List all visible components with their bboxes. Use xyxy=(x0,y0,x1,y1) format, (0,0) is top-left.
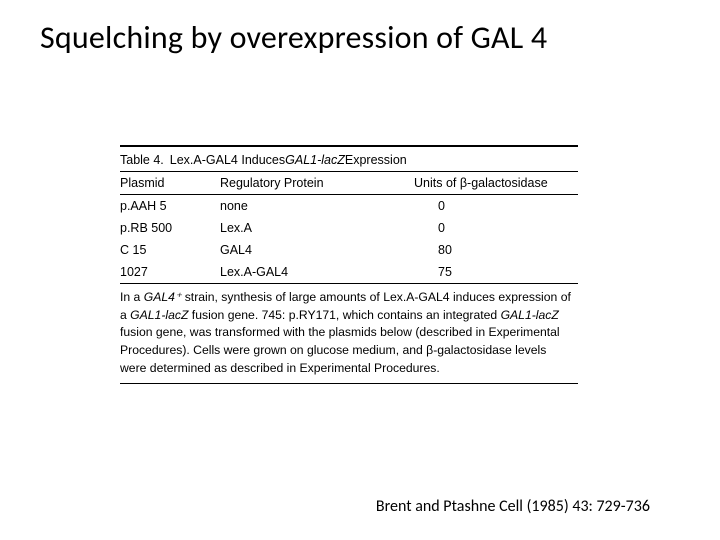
col-header-protein: Regulatory Protein xyxy=(220,176,390,190)
table-caption: Table 4. Lex.A-GAL4 Induces GAL1-lacZ Ex… xyxy=(120,149,578,171)
table-row: p.AAH 5 none 0 xyxy=(120,195,578,217)
fn-ital: GAL1-lacZ xyxy=(130,308,188,322)
table-row: 1027 Lex.A-GAL4 75 xyxy=(120,261,578,283)
table-footnote: In a GAL4⁺ strain, synthesis of large am… xyxy=(120,284,578,383)
cell-units: 0 xyxy=(390,199,570,213)
caption-ital: GAL1-lacZ xyxy=(285,153,345,167)
cell-plasmid: p.AAH 5 xyxy=(120,199,220,213)
cell-protein: none xyxy=(220,199,390,213)
cell-protein: Lex.A-GAL4 xyxy=(220,265,390,279)
col-header-plasmid: Plasmid xyxy=(120,176,220,190)
table-header: Plasmid Regulatory Protein Units of β-ga… xyxy=(120,172,578,194)
table-4: Table 4. Lex.A-GAL4 Induces GAL1-lacZ Ex… xyxy=(120,145,578,384)
cell-units: 80 xyxy=(390,243,570,257)
caption-post: Expression xyxy=(345,153,407,167)
fn-seg: In a xyxy=(120,290,144,304)
citation: Brent and Ptashne Cell (1985) 43: 729-73… xyxy=(376,497,650,516)
caption-pre: Lex.A-GAL4 Induces xyxy=(170,153,285,167)
fn-seg: fusion gene, was transformed with the pl… xyxy=(120,325,560,374)
fn-ital: GAL1-lacZ xyxy=(501,308,559,322)
cell-units: 0 xyxy=(390,221,570,235)
cell-plasmid: 1027 xyxy=(120,265,220,279)
table-row: C 15 GAL4 80 xyxy=(120,239,578,261)
cell-protein: GAL4 xyxy=(220,243,390,257)
page-title: Squelching by overexpression of GAL 4 xyxy=(40,18,547,57)
col-header-units: Units of β-galactosidase xyxy=(390,176,570,190)
cell-units: 75 xyxy=(390,265,570,279)
cell-plasmid: p.RB 500 xyxy=(120,221,220,235)
cell-protein: Lex.A xyxy=(220,221,390,235)
cell-plasmid: C 15 xyxy=(120,243,220,257)
fn-ital: GAL4⁺ xyxy=(144,290,182,304)
bottom-rule xyxy=(120,383,578,384)
top-rule xyxy=(120,145,578,147)
table-row: p.RB 500 Lex.A 0 xyxy=(120,217,578,239)
fn-seg: fusion gene. 745: p.RY171, which contain… xyxy=(188,308,500,322)
caption-lead: Table 4. xyxy=(120,153,164,167)
